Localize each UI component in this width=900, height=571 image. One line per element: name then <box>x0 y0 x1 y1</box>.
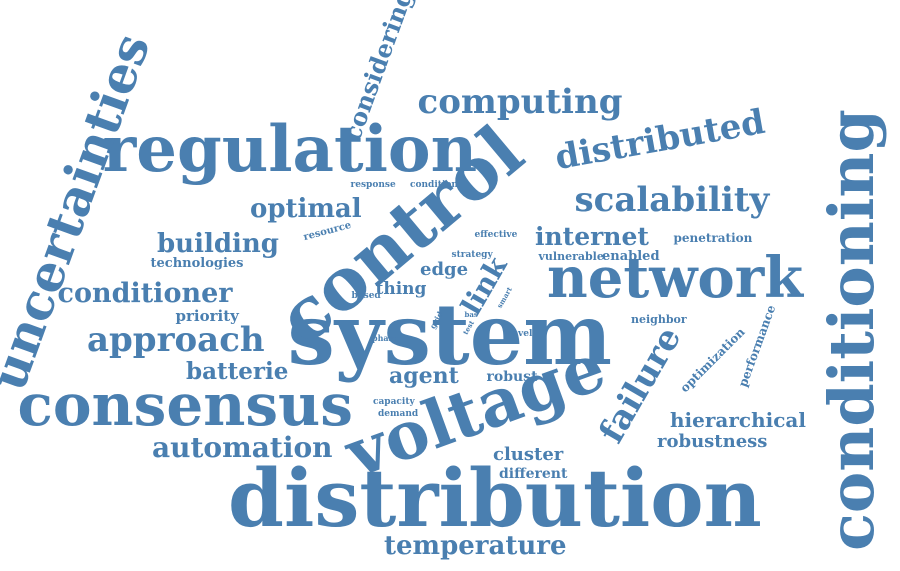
cloud-word-novel: novel <box>505 328 533 339</box>
cloud-word-optimal: optimal <box>250 194 362 224</box>
cloud-word-technologies: technologies <box>150 255 244 271</box>
cloud-word-network: network <box>547 245 804 311</box>
cloud-word-performance: performance <box>735 303 779 389</box>
cloud-word-different: different <box>499 466 568 482</box>
cloud-word-effective: effective <box>474 229 518 240</box>
cloud-word-internet: internet <box>535 221 649 251</box>
cloud-word-based: based <box>351 290 381 301</box>
cloud-word-approach: approach <box>87 320 265 360</box>
cloud-word-robust: robust <box>486 369 538 385</box>
cloud-word-neighbor: neighbor <box>631 312 687 326</box>
cloud-word-strategy: strategy <box>451 249 493 260</box>
cloud-word-computing: computing <box>417 82 623 122</box>
cloud-word-thing: thing <box>375 278 427 299</box>
cloud-word-conditioner: conditioner <box>57 277 233 309</box>
cloud-word-penetration: penetration <box>673 231 753 245</box>
cloud-word-regulation: regulation <box>102 112 478 187</box>
cloud-word-demand: demand <box>378 408 419 419</box>
cloud-word-automation: automation <box>152 431 333 464</box>
cloud-word-enabled: enabled <box>602 248 660 264</box>
cloud-word-system: system <box>287 285 613 384</box>
cloud-word-hierarchical: hierarchical <box>670 408 806 432</box>
cloud-word-response: response <box>350 179 396 190</box>
cloud-word-vulnerable: vulnerable <box>538 249 604 263</box>
cloud-word-edge: edge <box>420 259 469 280</box>
cloud-word-consensus: consensus <box>17 371 353 439</box>
cloud-word-batterie: batterie <box>186 357 289 385</box>
cloud-word-priority: priority <box>175 306 239 325</box>
cloud-word-scalability: scalability <box>574 180 770 220</box>
cloud-word-condition: condition <box>410 179 458 190</box>
cloud-word-distribution: distribution <box>228 451 762 545</box>
cloud-word-phase: phase <box>372 333 399 343</box>
cloud-word-bas: bas <box>464 309 478 319</box>
cloud-word-conditioning: conditioning <box>814 109 888 551</box>
cloud-word-capacity: capacity <box>373 396 415 407</box>
cloud-word-robustness: robustness <box>657 431 768 452</box>
cloud-word-temperature: temperature <box>384 531 567 561</box>
cloud-word-cluster: cluster <box>493 444 564 465</box>
cloud-word-building: building <box>157 229 279 259</box>
cloud-word-agent: agent <box>389 363 459 389</box>
